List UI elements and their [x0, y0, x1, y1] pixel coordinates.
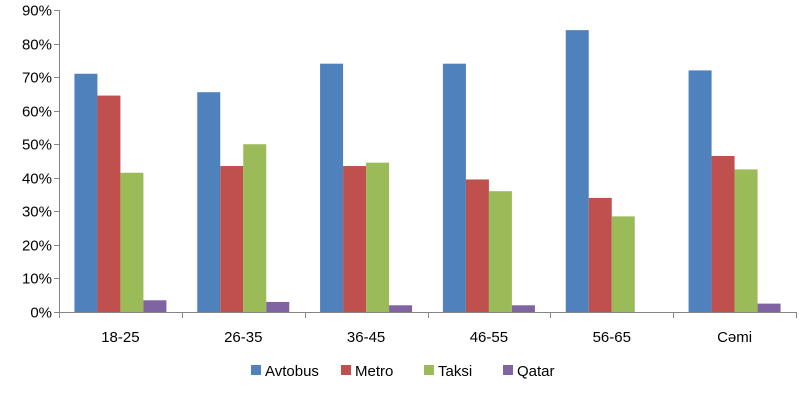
- legend: Avtobus Metro Taksi Qatar: [251, 363, 555, 380]
- legend-label-qatar: Qatar: [517, 363, 555, 380]
- bar-metro-5: [711, 155, 735, 312]
- bar-qatar-0: [143, 300, 167, 312]
- legend-swatch-metro: [341, 365, 351, 375]
- y-tick-label: 70%: [22, 70, 52, 87]
- bar-metro-0: [97, 95, 121, 312]
- y-tick-label: 20%: [22, 238, 52, 255]
- bar-avtobus-0: [74, 73, 98, 312]
- bar-metro-2: [343, 166, 367, 312]
- x-tick-label: 26-35: [224, 329, 262, 346]
- legend-label-metro: Metro: [355, 363, 393, 380]
- x-tick-label: 56-65: [593, 329, 631, 346]
- bar-taksi-1: [243, 144, 267, 312]
- bar-taksi-4: [611, 216, 635, 312]
- legend-label-taksi: Taksi: [438, 363, 472, 380]
- bar-qatar-2: [389, 305, 413, 312]
- x-tick-label: 36-45: [347, 329, 385, 346]
- bar-avtobus-4: [565, 30, 589, 312]
- y-axis: 0% 10% 20% 30% 40% 50% 60% 70% 80% 90%: [22, 3, 60, 322]
- y-tick-label: 60%: [22, 104, 52, 121]
- legend-swatch-avtobus: [251, 365, 261, 375]
- y-tick-label: 0%: [30, 305, 52, 322]
- x-tick-label: Cəmi: [717, 329, 752, 346]
- bars: [74, 30, 781, 313]
- y-tick-label: 90%: [22, 3, 52, 20]
- bar-taksi-5: [734, 169, 758, 312]
- legend-label-avtobus: Avtobus: [265, 363, 319, 380]
- bar-qatar-1: [266, 301, 290, 312]
- bar-taksi-0: [120, 172, 144, 312]
- y-tick-label: 80%: [22, 37, 52, 54]
- bar-avtobus-3: [442, 63, 466, 312]
- bar-taksi-3: [488, 191, 512, 312]
- bar-metro-3: [465, 179, 489, 312]
- legend-swatch-qatar: [503, 365, 513, 375]
- x-tick-label: 46-55: [470, 329, 508, 346]
- y-tick-label: 40%: [22, 171, 52, 188]
- bar-taksi-2: [366, 162, 390, 312]
- bar-qatar-3: [511, 305, 535, 312]
- legend-swatch-taksi: [424, 365, 434, 375]
- bar-avtobus-5: [688, 70, 712, 313]
- x-tick-label: 18-25: [101, 329, 139, 346]
- bar-avtobus-2: [320, 63, 344, 312]
- bar-qatar-5: [757, 303, 781, 312]
- y-tick-label: 50%: [22, 137, 52, 154]
- y-tick-label: 10%: [22, 271, 52, 288]
- bar-avtobus-1: [197, 92, 221, 313]
- bar-metro-1: [220, 166, 244, 312]
- x-axis: 18-25 26-35 36-45 46-55 56-65 Cəmi: [59, 312, 797, 346]
- y-tick-label: 30%: [22, 204, 52, 221]
- bar-metro-4: [588, 197, 612, 312]
